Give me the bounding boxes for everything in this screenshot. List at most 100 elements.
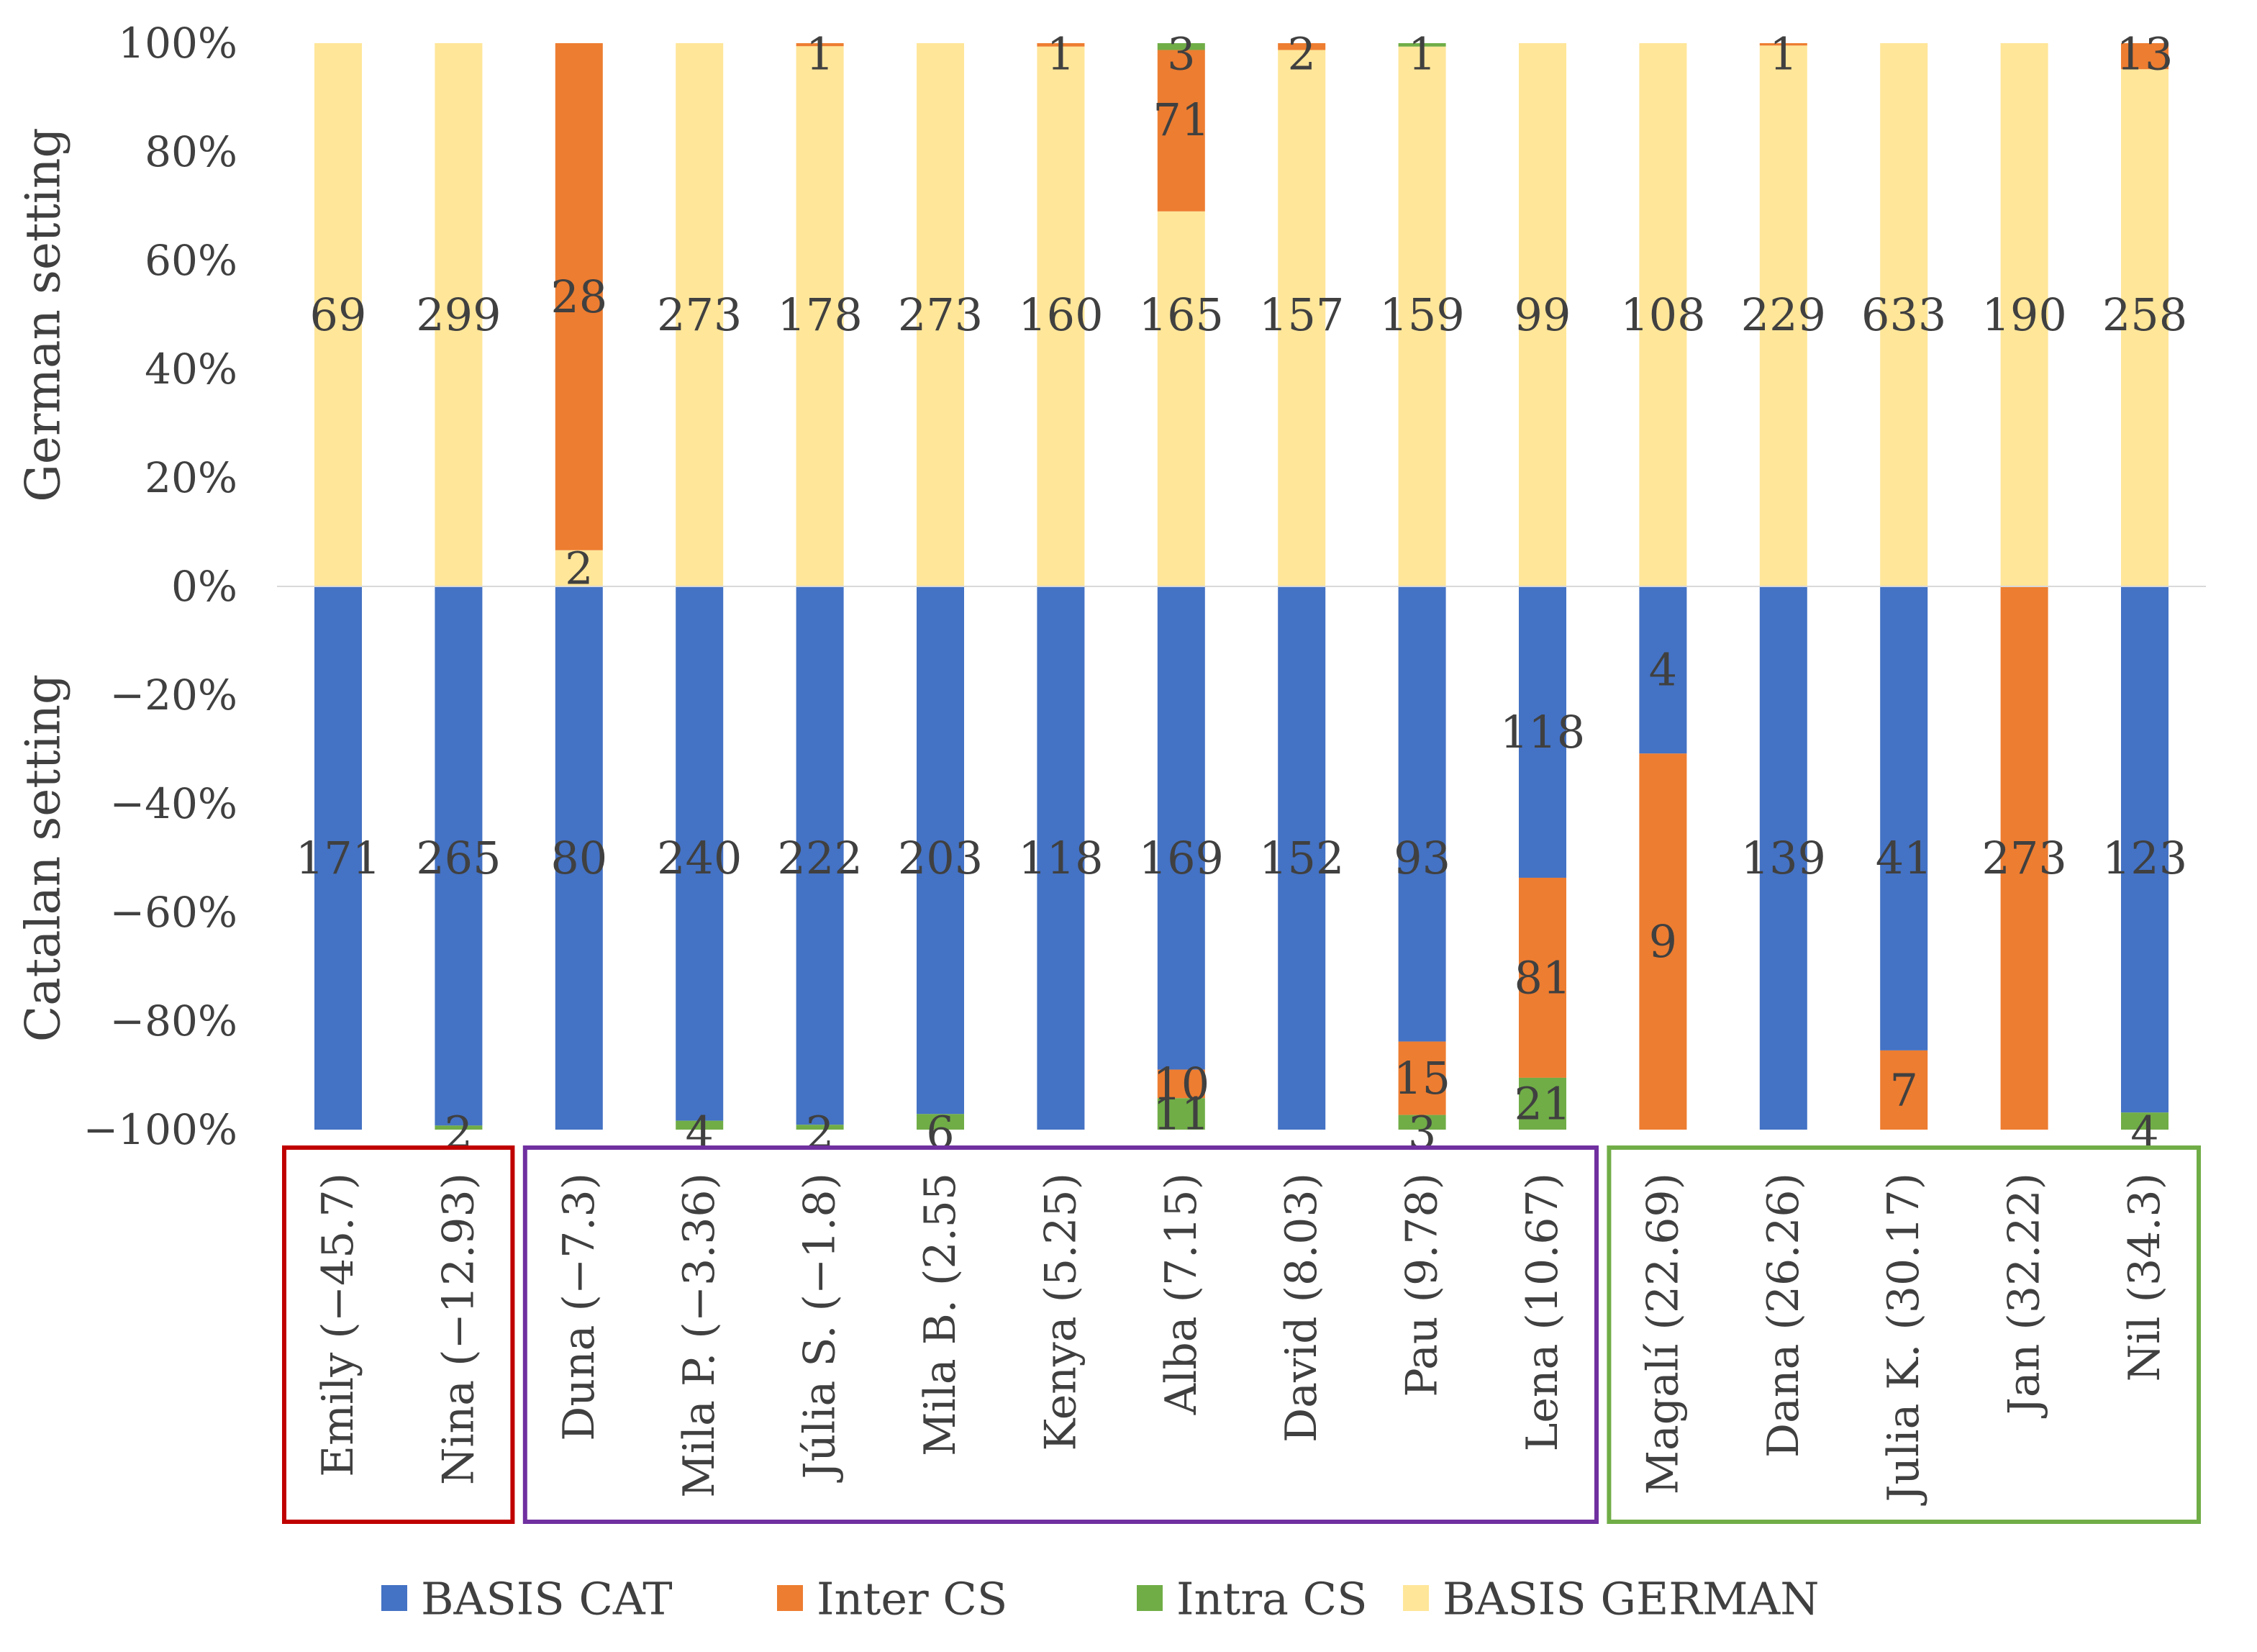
bar-catalan-intra-cs bbox=[796, 1125, 844, 1130]
y-tick-label: 20% bbox=[145, 453, 237, 502]
data-label: 9 bbox=[1649, 915, 1677, 968]
bar-german-basis-german bbox=[676, 43, 724, 586]
legend-label: BASIS CAT bbox=[421, 1573, 673, 1625]
bar-catalan-basis-cat bbox=[555, 586, 603, 1130]
data-label: 273 bbox=[898, 289, 983, 341]
bar-catalan-basis-cat bbox=[1639, 586, 1687, 754]
y-tick-label: −40% bbox=[109, 779, 237, 828]
data-label: 93 bbox=[1394, 832, 1450, 884]
bar-german-basis-german bbox=[1157, 211, 1205, 586]
bar-catalan-intra-cs bbox=[435, 1125, 483, 1130]
y-tick-label: 100% bbox=[118, 19, 237, 68]
bar-catalan-inter-cs bbox=[1880, 1050, 1928, 1130]
y-tick-label: 60% bbox=[145, 236, 237, 285]
bar-catalan-basis-cat bbox=[796, 586, 844, 1125]
data-label: 222 bbox=[777, 832, 862, 884]
data-label: 203 bbox=[898, 832, 983, 884]
bar-german-basis-german bbox=[796, 46, 844, 586]
data-label: 157 bbox=[1259, 289, 1344, 341]
bar-german-inter-cs bbox=[2121, 43, 2169, 70]
bar-catalan-basis-cat bbox=[2121, 586, 2169, 1113]
bar-catalan-inter-cs bbox=[1398, 1041, 1446, 1115]
data-label: 13 bbox=[2117, 28, 2174, 81]
category-label: Julia K. (30.17) bbox=[1879, 1173, 1929, 1506]
bar-catalan-basis-cat bbox=[1037, 586, 1085, 1130]
data-label: 633 bbox=[1861, 289, 1946, 341]
data-label: 81 bbox=[1514, 951, 1571, 1004]
data-label: 41 bbox=[1876, 832, 1933, 884]
bar-catalan-basis-cat bbox=[1278, 586, 1326, 1130]
data-label: 10 bbox=[1153, 1058, 1209, 1110]
bar-german-intra-cs bbox=[1398, 43, 1446, 47]
bar-catalan-basis-cat bbox=[1519, 586, 1566, 878]
category-label: Duna (−7.3) bbox=[554, 1173, 604, 1441]
legend-label: BASIS GERMAN bbox=[1443, 1573, 1819, 1625]
bar-german-basis-german bbox=[1519, 43, 1566, 586]
data-label: 1 bbox=[1047, 28, 1075, 81]
bar-catalan-basis-cat bbox=[1759, 586, 1807, 1130]
bar-german-basis-german bbox=[2000, 43, 2048, 586]
category-label: Mila B. (2.55 bbox=[915, 1173, 966, 1456]
y-tick-label: 40% bbox=[145, 345, 237, 394]
data-label: 2 bbox=[445, 1106, 473, 1158]
bar-german-inter-cs bbox=[1278, 43, 1326, 50]
bar-german-basis-german bbox=[555, 550, 603, 586]
bar-german-basis-german bbox=[1759, 45, 1807, 587]
legend-swatch bbox=[381, 1585, 407, 1611]
bar-catalan-intra-cs bbox=[1519, 1077, 1566, 1130]
data-label: 273 bbox=[1981, 832, 2066, 884]
bar-german-basis-german bbox=[1278, 50, 1326, 587]
bar-catalan-basis-cat bbox=[314, 586, 362, 1130]
category-group-box bbox=[522, 1145, 1599, 1524]
y-axis-title-german: German setting bbox=[16, 127, 71, 502]
data-label: 265 bbox=[416, 832, 501, 884]
category-label: Pau (9.78) bbox=[1397, 1173, 1448, 1397]
bar-catalan-intra-cs bbox=[1157, 1098, 1205, 1130]
data-label: 190 bbox=[1981, 289, 2066, 341]
category-label: Mila P. (−3.36) bbox=[674, 1173, 725, 1498]
data-label: 299 bbox=[416, 289, 501, 341]
bar-german-inter-cs bbox=[1037, 43, 1085, 47]
category-label: Jan (32.22) bbox=[1999, 1173, 2050, 1419]
bar-german-basis-german bbox=[435, 43, 483, 586]
data-label: 3 bbox=[1167, 28, 1195, 81]
data-label: 21 bbox=[1514, 1077, 1571, 1130]
legend-swatch bbox=[777, 1585, 803, 1611]
data-label: 118 bbox=[1018, 832, 1103, 884]
legend-swatch bbox=[1137, 1585, 1163, 1611]
bar-german-basis-german bbox=[314, 43, 362, 586]
data-label: 178 bbox=[777, 289, 862, 341]
y-tick-label: −80% bbox=[109, 997, 237, 1045]
data-label: 240 bbox=[657, 832, 742, 884]
data-label: 169 bbox=[1139, 832, 1224, 884]
bar-german-basis-german bbox=[1398, 46, 1446, 586]
legend-swatch bbox=[1403, 1585, 1429, 1611]
bar-catalan-basis-cat bbox=[917, 586, 964, 1115]
category-label: Alba (7.15) bbox=[1156, 1173, 1207, 1415]
data-label: 1 bbox=[1769, 28, 1797, 81]
y-tick-label: 0% bbox=[171, 562, 237, 611]
bar-catalan-inter-cs bbox=[1639, 753, 1687, 1130]
category-label: Dana (26.26) bbox=[1758, 1173, 1809, 1458]
data-label: 108 bbox=[1620, 289, 1705, 341]
bar-german-basis-german bbox=[1880, 43, 1928, 586]
category-label: Nina (−12.93) bbox=[433, 1173, 483, 1485]
bar-german-intra-cs bbox=[1157, 43, 1205, 50]
category-label: Júlia S. (−1.8) bbox=[795, 1173, 845, 1484]
legend-label: Intra CS bbox=[1176, 1573, 1368, 1625]
bar-german-basis-german bbox=[1639, 43, 1687, 586]
data-label: 69 bbox=[310, 289, 367, 341]
bar-german-basis-german bbox=[1037, 46, 1085, 586]
data-label: 118 bbox=[1500, 706, 1585, 758]
data-label: 2 bbox=[1287, 28, 1315, 81]
y-axis-title-catalan: Catalan setting bbox=[16, 674, 71, 1043]
data-label: 15 bbox=[1394, 1052, 1450, 1104]
data-label: 71 bbox=[1153, 94, 1209, 146]
bar-german-inter-cs bbox=[1157, 50, 1205, 212]
data-label: 1 bbox=[806, 28, 834, 81]
category-label: David (8.03) bbox=[1276, 1173, 1327, 1443]
bar-german-basis-german bbox=[2121, 69, 2169, 586]
data-label: 4 bbox=[685, 1106, 713, 1158]
data-label: 80 bbox=[550, 832, 607, 884]
data-label: 171 bbox=[296, 832, 381, 884]
